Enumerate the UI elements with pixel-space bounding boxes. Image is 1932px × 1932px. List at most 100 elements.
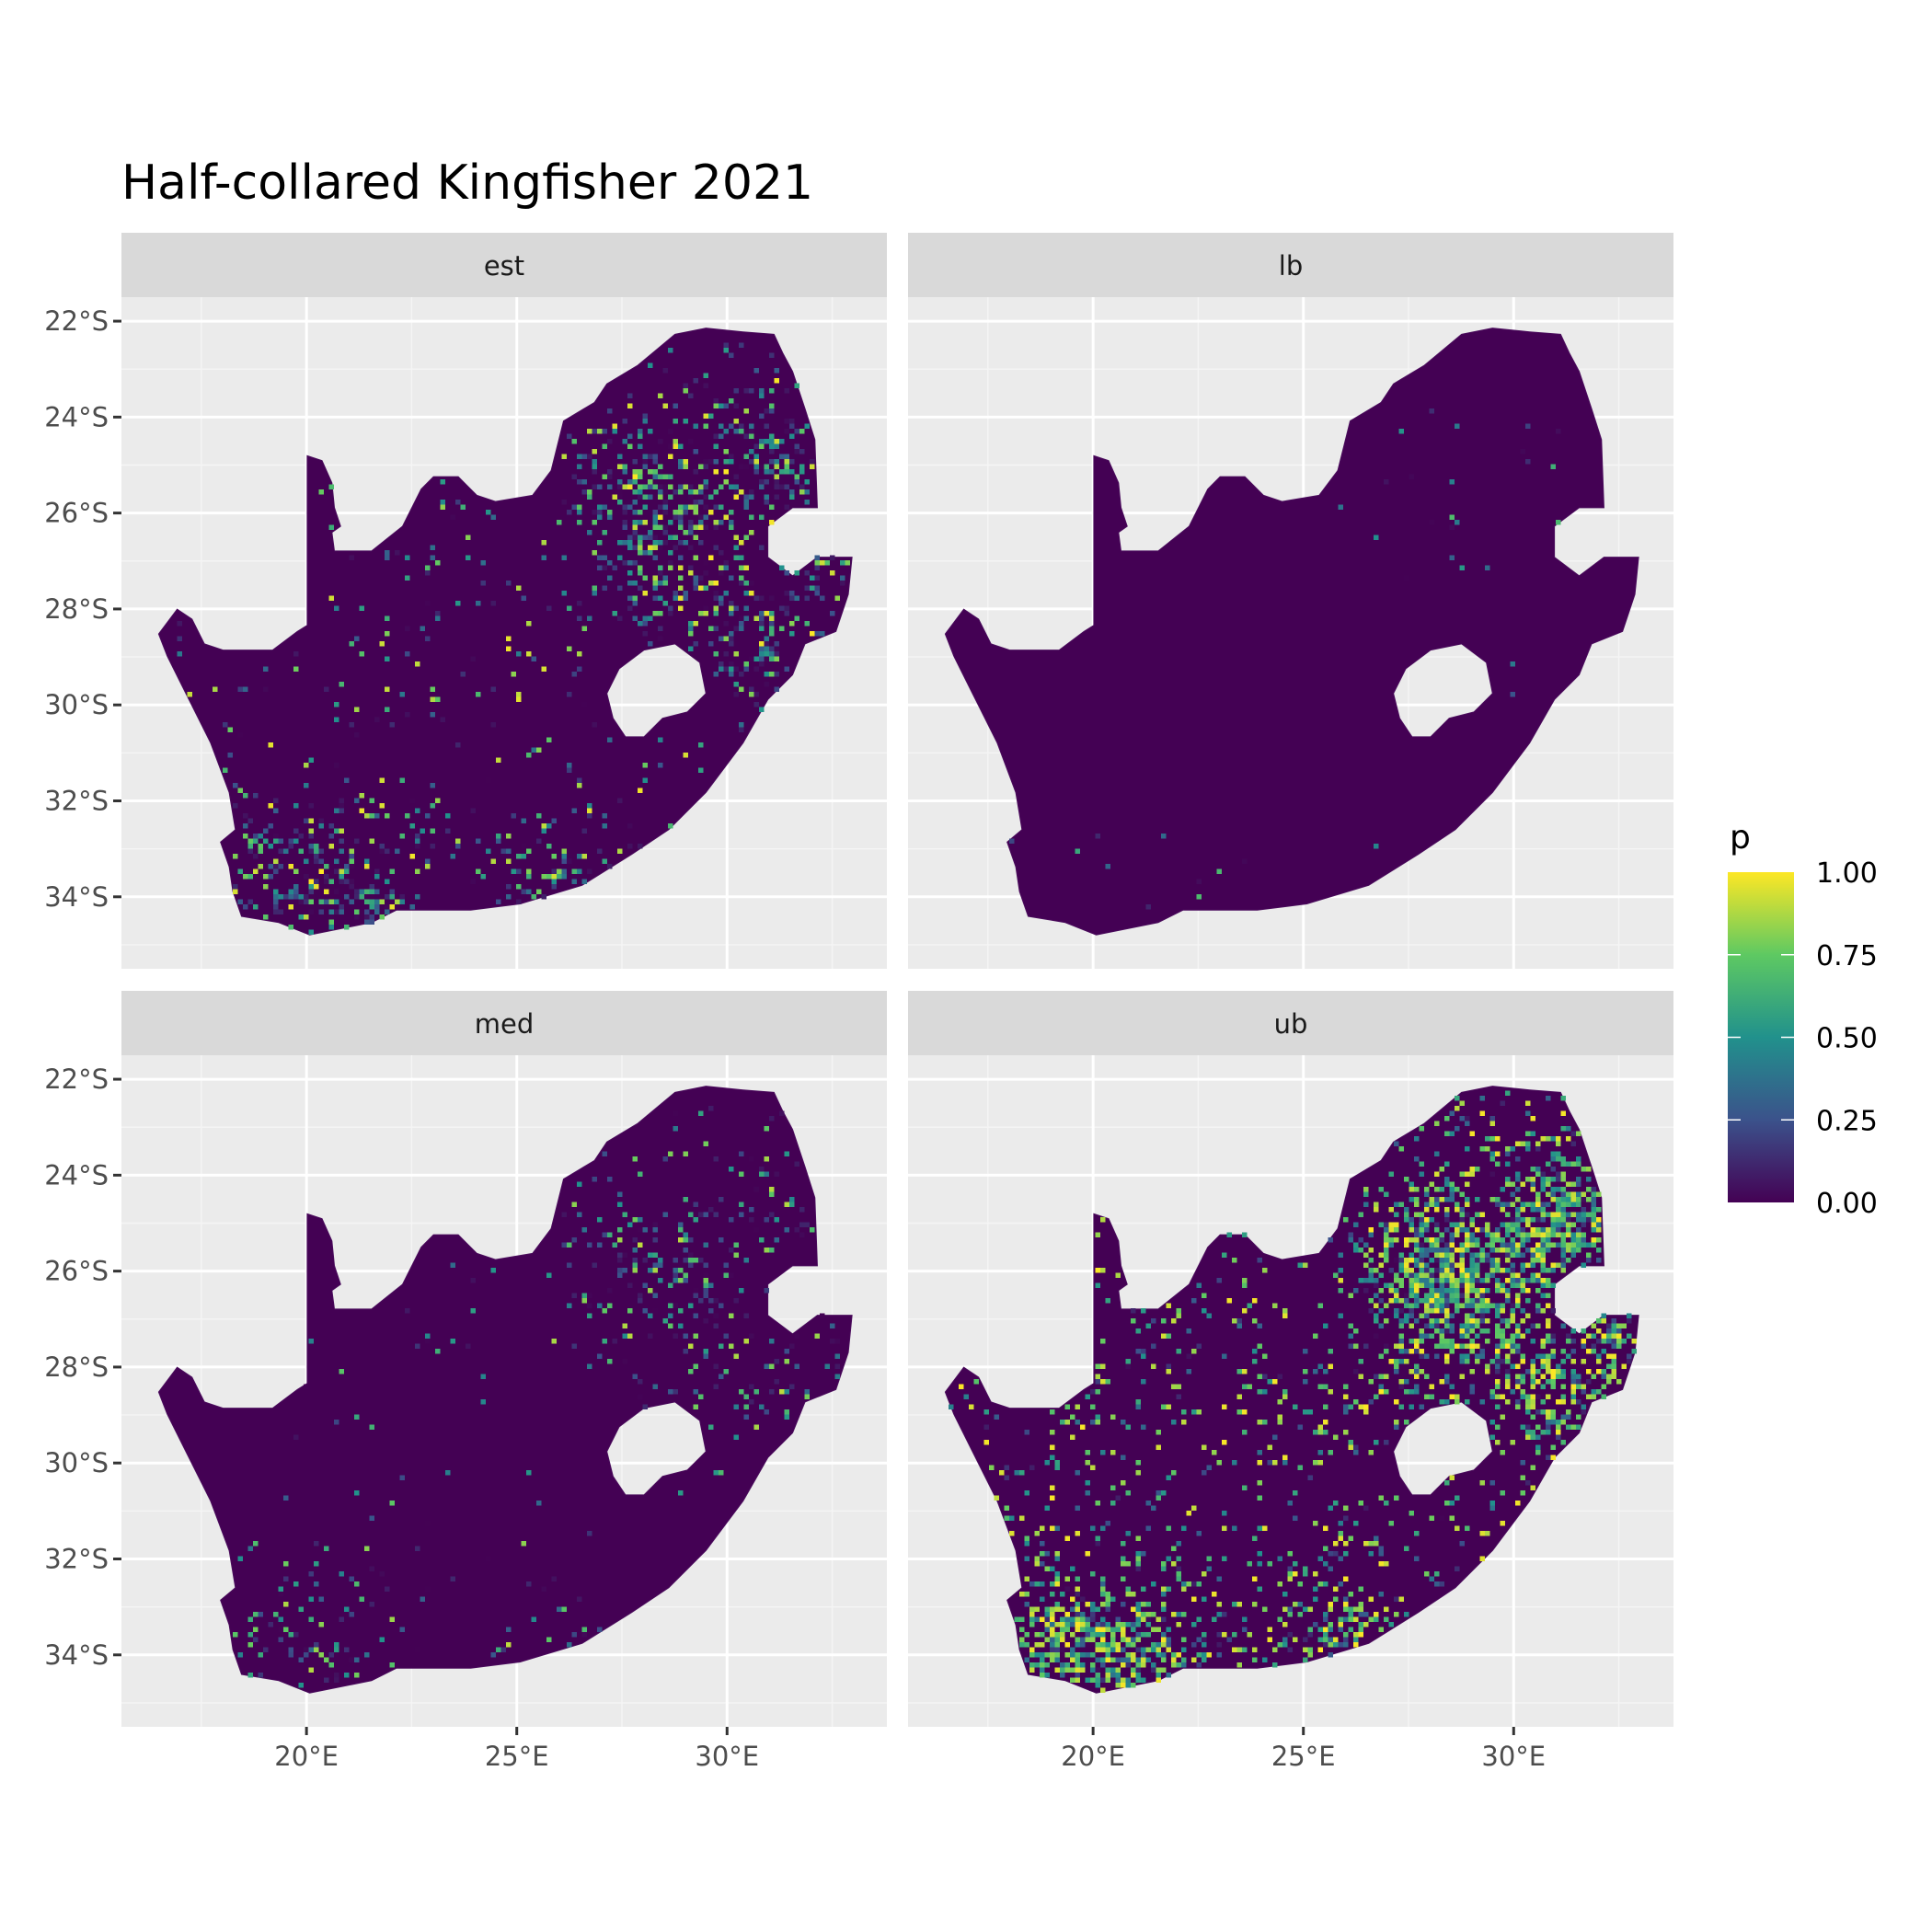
raster-cell — [1236, 1662, 1242, 1668]
raster-cell — [1358, 1374, 1363, 1379]
raster-cell — [1353, 1248, 1359, 1253]
raster-cell — [1449, 514, 1455, 520]
raster-cell — [1581, 1222, 1586, 1227]
raster-cell — [607, 560, 613, 566]
raster-cell — [1384, 1237, 1389, 1243]
raster-cell — [627, 540, 633, 546]
raster-cell — [1434, 1581, 1440, 1587]
raster-cell — [994, 1495, 999, 1501]
raster-cell — [723, 621, 729, 627]
raster-cell — [460, 672, 466, 677]
raster-cell — [450, 1262, 455, 1268]
raster-cell — [304, 783, 309, 788]
raster-cell — [1384, 1616, 1389, 1622]
raster-cell — [253, 904, 259, 910]
raster-cell — [399, 777, 405, 783]
raster-cell — [683, 1248, 688, 1253]
raster-cell — [1323, 1637, 1328, 1642]
raster-cell — [1358, 1632, 1363, 1638]
raster-cell — [668, 443, 673, 449]
raster-cell — [814, 575, 820, 581]
raster-cell — [1323, 1420, 1328, 1425]
raster-cell — [769, 520, 775, 525]
raster-cell — [1095, 1642, 1100, 1648]
raster-cell — [247, 818, 253, 823]
raster-cell — [1181, 1612, 1187, 1617]
raster-cell — [1151, 1612, 1156, 1617]
raster-cell — [1398, 1379, 1404, 1385]
raster-cell — [1439, 1268, 1444, 1273]
raster-cell — [1040, 1652, 1045, 1658]
raster-cell — [1095, 1363, 1100, 1369]
raster-cell — [1409, 1303, 1414, 1308]
raster-cell — [577, 520, 582, 525]
raster-cell — [1105, 1647, 1110, 1652]
raster-cell — [359, 605, 364, 611]
raster-cell — [1191, 1596, 1197, 1602]
raster-cell — [1232, 1525, 1237, 1531]
raster-cell — [1202, 1470, 1207, 1476]
raster-cell — [693, 555, 698, 560]
raster-cell — [652, 520, 658, 525]
raster-cell — [642, 1308, 648, 1314]
raster-cell — [1384, 1191, 1389, 1197]
raster-cell — [1176, 1556, 1181, 1561]
raster-cell — [607, 469, 613, 475]
raster-cell — [703, 1272, 708, 1278]
raster-cell — [288, 838, 293, 844]
legend: p 1.000.750.500.250.00 — [1728, 819, 1878, 1220]
raster-cell — [999, 1470, 1005, 1476]
raster-cell — [622, 1359, 627, 1364]
raster-cell — [1262, 1389, 1268, 1395]
raster-cell — [1404, 1272, 1409, 1278]
raster-cell — [1303, 1369, 1308, 1374]
raster-cell — [237, 899, 243, 904]
raster-cell — [703, 514, 708, 520]
raster-cell — [1485, 1136, 1490, 1142]
raster-cell — [581, 828, 587, 834]
raster-cell — [1535, 1323, 1541, 1328]
raster-cell — [567, 763, 572, 768]
raster-cell — [729, 575, 734, 581]
raster-cell — [526, 1470, 532, 1476]
raster-cell — [1540, 1202, 1546, 1207]
raster-cell — [723, 403, 729, 408]
raster-cell — [1546, 1248, 1551, 1253]
raster-cell — [1303, 1571, 1308, 1577]
raster-cell — [719, 1303, 724, 1308]
raster-cell — [632, 1374, 638, 1379]
raster-cell — [258, 1652, 263, 1658]
raster-cell — [764, 464, 769, 469]
raster-cell — [318, 1652, 324, 1658]
raster-cell — [1166, 1525, 1171, 1531]
raster-cell — [1566, 1181, 1571, 1187]
raster-cell — [581, 1298, 587, 1304]
raster-cell — [743, 500, 749, 505]
raster-cell — [385, 879, 390, 884]
raster-cell — [774, 464, 779, 469]
raster-cell — [1515, 1217, 1521, 1223]
raster-cell — [753, 368, 759, 374]
raster-cell — [567, 1642, 572, 1648]
raster-cell — [719, 601, 724, 606]
raster-cell — [749, 686, 754, 692]
raster-cell — [1303, 1647, 1308, 1652]
raster-cell — [1374, 1313, 1379, 1318]
raster-cell — [749, 429, 754, 434]
raster-cell — [1394, 1308, 1399, 1314]
raster-cell — [769, 646, 775, 651]
raster-cell — [1171, 1470, 1177, 1476]
raster-cell — [743, 1313, 749, 1318]
raster-cell — [1135, 1662, 1141, 1668]
raster-cell — [597, 1217, 603, 1223]
raster-cell — [753, 1187, 759, 1192]
raster-cell — [405, 626, 410, 631]
raster-cell — [1378, 1272, 1384, 1278]
raster-cell — [379, 914, 385, 920]
raster-cell — [713, 520, 719, 525]
raster-cell — [1475, 1278, 1480, 1283]
raster-cell — [354, 798, 360, 803]
raster-cell — [1064, 1642, 1070, 1648]
raster-cell — [1191, 1622, 1197, 1627]
raster-cell — [723, 1262, 729, 1268]
